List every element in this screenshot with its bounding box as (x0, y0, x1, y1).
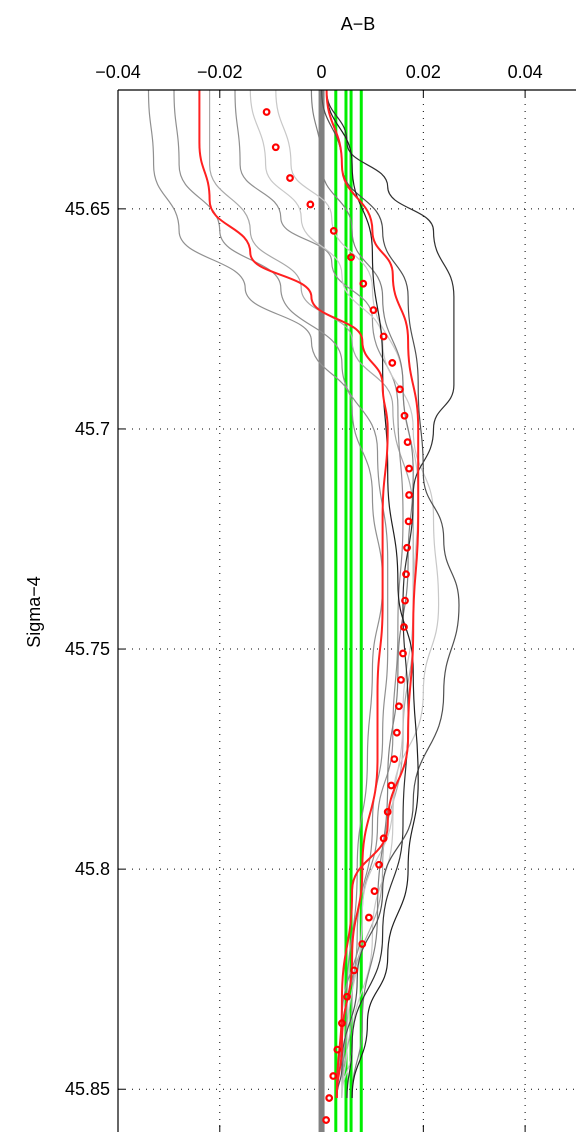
x-tick-label: −0.04 (95, 62, 141, 82)
y-tick-label: 45.85 (65, 1079, 110, 1099)
marker-point (406, 492, 412, 498)
x-tick-label: 0 (317, 62, 327, 82)
series-line (250, 90, 438, 1098)
x-tick-label: −0.02 (197, 62, 243, 82)
y-tick-label: 45.65 (65, 199, 110, 219)
marker-point (264, 109, 270, 115)
marker-point (389, 360, 395, 366)
y-tick-label: 45.75 (65, 639, 110, 659)
marker-point (405, 439, 411, 445)
marker-point (366, 915, 372, 921)
y-tick-label: 45.7 (75, 419, 110, 439)
marker-point (394, 730, 400, 736)
marker-point (360, 281, 366, 287)
x-tick-label: 0.04 (508, 62, 543, 82)
y-axis-ticks: 45.65 45.7 45.75 45.8 45.85 (65, 199, 125, 1099)
x-tick-label: 0.02 (406, 62, 441, 82)
marker-point (371, 307, 377, 313)
marker-point (308, 202, 314, 208)
marker-point (287, 175, 293, 181)
marker-point (398, 677, 404, 683)
marker-point (406, 466, 412, 472)
marker-point (404, 545, 410, 551)
marker-point (392, 756, 398, 762)
series-line (174, 90, 388, 1098)
marker-point (273, 144, 279, 150)
y-axis-title: Sigma−4 (24, 576, 44, 648)
marker-point (400, 651, 406, 657)
marker-point (330, 1073, 336, 1079)
marker-point (323, 1117, 329, 1123)
marker-point (381, 334, 387, 340)
marker-point (388, 783, 394, 789)
marker-point (376, 862, 382, 868)
marker-point (397, 387, 403, 393)
marker-point (335, 1047, 341, 1053)
marker-point (403, 571, 409, 577)
series-lines (149, 90, 460, 1098)
marker-point (372, 888, 378, 894)
y-tick-label: 45.8 (75, 859, 110, 879)
marker-point (326, 1095, 332, 1101)
x-axis-title: A−B (341, 14, 376, 34)
marker-point (396, 703, 402, 709)
marker-point (406, 519, 412, 525)
